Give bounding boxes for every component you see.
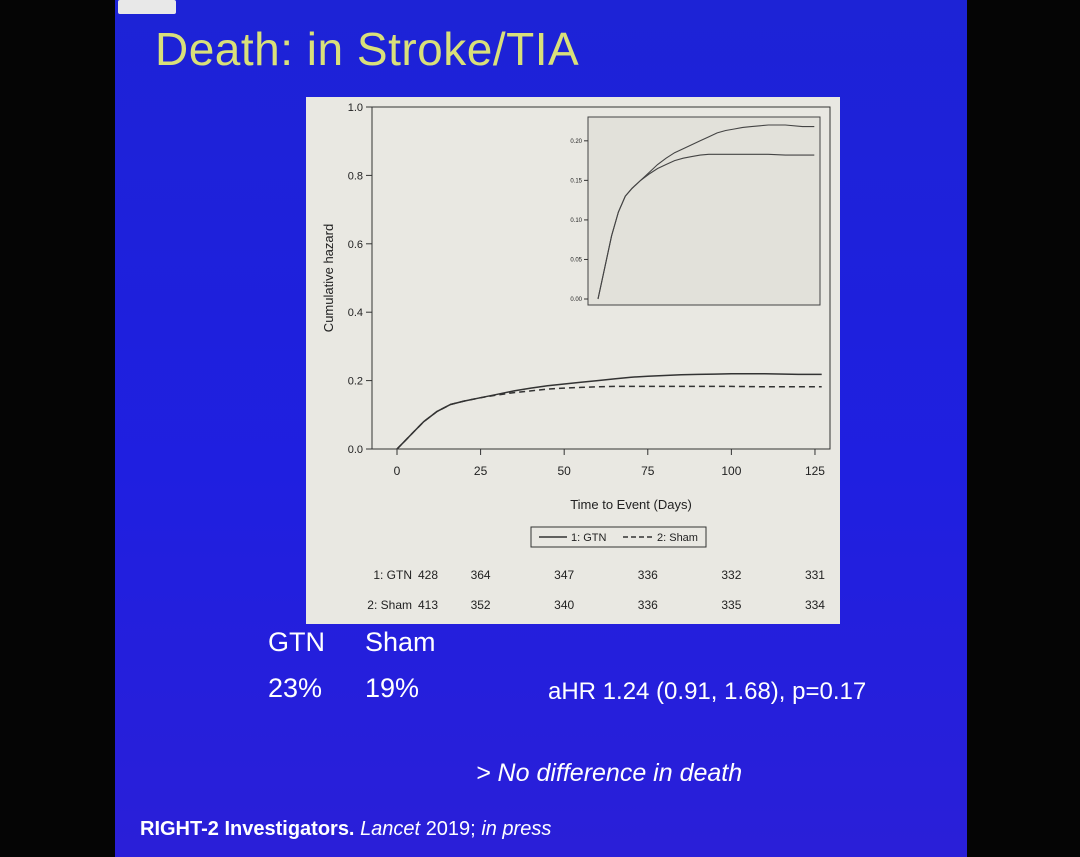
citation-year: 2019; bbox=[425, 818, 476, 840]
legend-label-sham: 2: Sham bbox=[657, 532, 698, 544]
risk-cell: 347 bbox=[554, 568, 574, 582]
x-axis-label: Time to Event (Days) bbox=[570, 497, 692, 512]
legend-box bbox=[530, 526, 707, 548]
risk-row-label: 2: Sham bbox=[367, 598, 412, 612]
citation: RIGHT-2 Investigators. Lancet 2019; in p… bbox=[140, 818, 551, 841]
conclusion-text: > No difference in death bbox=[476, 759, 743, 787]
y-tick-label: 0.4 bbox=[348, 307, 363, 319]
risk-cell: 335 bbox=[721, 598, 741, 612]
x-tick-label: 0 bbox=[394, 464, 401, 478]
risk-cell: 331 bbox=[805, 568, 825, 582]
gtn-label: GTN bbox=[268, 627, 325, 657]
x-tick-label: 125 bbox=[805, 464, 825, 478]
chart-panel: 0.0 0.2 0.4 0.6 0.8 1.0 0 25 50 75 100 125 Cumulativ… bbox=[306, 97, 840, 624]
inset-y-tick-label: 0.00 bbox=[570, 297, 582, 303]
risk-cell: 336 bbox=[638, 598, 658, 612]
logo-icon bbox=[118, 0, 176, 14]
citation-journal: Lancet bbox=[360, 818, 421, 840]
ahr-text: aHR 1.24 (0.91, 1.68), p=0.17 bbox=[548, 678, 867, 705]
y-tick-label: 0.0 bbox=[348, 444, 363, 456]
risk-cell: 332 bbox=[721, 568, 741, 582]
x-tick-label: 50 bbox=[558, 464, 572, 478]
risk-cell: 352 bbox=[471, 598, 491, 612]
inset-y-tick-label: 0.15 bbox=[570, 178, 582, 184]
inset-y-tick-label: 0.20 bbox=[570, 139, 582, 145]
y-tick-label: 0.2 bbox=[348, 376, 363, 388]
series-line-2sham bbox=[396, 385, 822, 450]
sham-value: 19% bbox=[365, 673, 420, 703]
sham-label: Sham bbox=[365, 627, 436, 657]
hazard-chart: 0.0 0.2 0.4 0.6 0.8 1.0 0 25 50 75 100 125 Cumulativ… bbox=[321, 102, 831, 612]
legend-label-gtn: 1: GTN bbox=[571, 532, 607, 544]
slide-title: Death: in Stroke/TIA bbox=[155, 23, 580, 75]
risk-cell: 336 bbox=[638, 568, 658, 582]
inset-series-line-2sham bbox=[597, 153, 815, 300]
risk-cell: 364 bbox=[471, 568, 491, 582]
y-tick-label: 1.0 bbox=[348, 102, 363, 114]
x-tick-label: 75 bbox=[641, 464, 655, 478]
risk-cell: 428 bbox=[418, 568, 438, 582]
inset-y-tick-label: 0.10 bbox=[570, 218, 582, 224]
x-tick-label: 25 bbox=[474, 464, 488, 478]
inset-frame bbox=[587, 116, 821, 306]
risk-cell: 340 bbox=[554, 598, 574, 612]
citation-status: in press bbox=[481, 818, 552, 840]
citation-authors: RIGHT-2 Investigators. bbox=[140, 818, 355, 840]
risk-cell: 413 bbox=[418, 598, 438, 612]
risk-cell: 334 bbox=[805, 598, 825, 612]
y-tick-label: 0.6 bbox=[348, 239, 363, 251]
series-line-1gtn bbox=[396, 373, 822, 450]
y-tick-label: 0.8 bbox=[348, 170, 363, 182]
inset-y-tick-label: 0.05 bbox=[570, 257, 582, 263]
y-axis-label: Cumulative hazard bbox=[321, 224, 336, 332]
x-tick-label: 100 bbox=[721, 464, 741, 478]
risk-row-label: 1: GTN bbox=[373, 568, 412, 582]
gtn-value: 23% bbox=[268, 673, 323, 703]
